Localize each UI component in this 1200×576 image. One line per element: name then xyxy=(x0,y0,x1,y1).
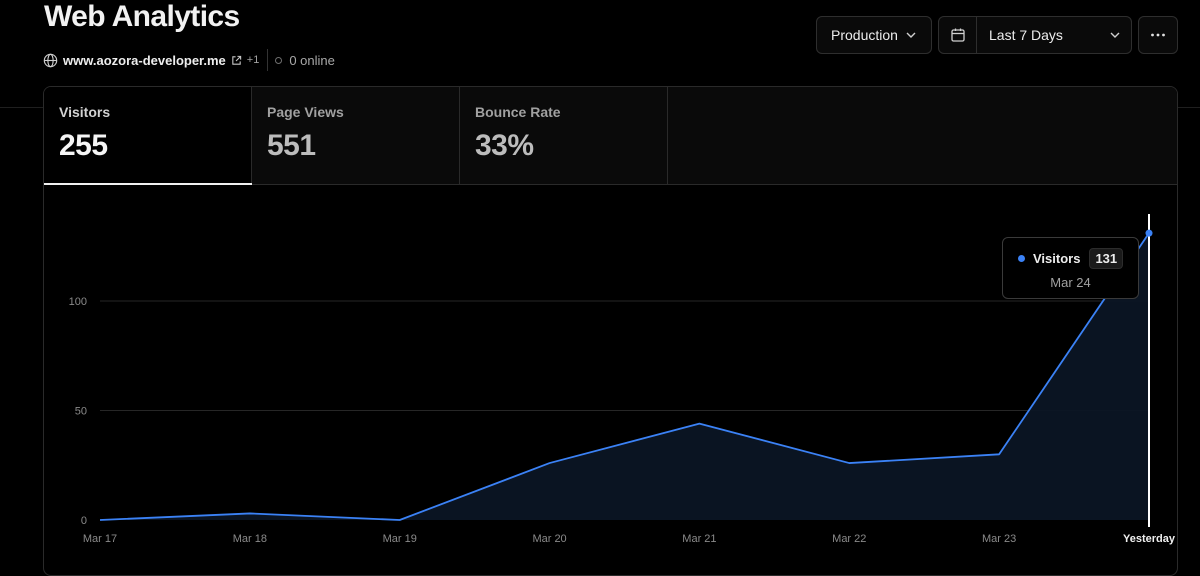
tab-value: 551 xyxy=(267,129,316,162)
chart-tooltip: Visitors 131 Mar 24 xyxy=(1002,237,1139,299)
chevron-down-icon xyxy=(1110,32,1120,38)
online-count: 0 online xyxy=(289,52,335,68)
page-title: Web Analytics xyxy=(44,0,240,33)
y-tick-label: 100 xyxy=(69,296,87,308)
tab-label: Page Views xyxy=(267,104,344,120)
x-tick-label: Mar 20 xyxy=(532,533,566,545)
visitors-chart: 0 50 100 Mar 17 Mar 18 Mar 19 Mar 20 Mar 21 Mar … xyxy=(69,214,1176,545)
environment-label: Production xyxy=(831,27,898,43)
more-options-button[interactable] xyxy=(1138,16,1178,54)
series-line-visitors xyxy=(99,232,1150,521)
tab-value: 255 xyxy=(59,129,108,162)
calendar-button[interactable] xyxy=(939,17,977,53)
date-range-select[interactable]: Last 7 Days xyxy=(938,16,1132,54)
tabs-filler xyxy=(668,87,1177,184)
environment-select[interactable]: Production xyxy=(816,16,932,54)
external-link-icon[interactable] xyxy=(231,55,242,66)
domain-link[interactable]: www.aozora-developer.me xyxy=(63,52,226,68)
x-tick-label: Mar 21 xyxy=(682,533,716,545)
tooltip-series-label: Visitors xyxy=(1033,251,1081,266)
area-fill xyxy=(100,233,1149,521)
x-tick-label: Mar 17 xyxy=(83,533,117,545)
tab-bounce-rate[interactable]: Bounce Rate 33% xyxy=(460,87,668,184)
date-range-label: Last 7 Days xyxy=(989,27,1063,43)
ellipsis-icon xyxy=(1151,33,1165,37)
tab-page-views[interactable]: Page Views 551 xyxy=(252,87,460,184)
y-tick-label: 0 xyxy=(81,515,87,527)
divider xyxy=(267,49,269,71)
y-tick-label: 50 xyxy=(75,406,87,418)
tab-label: Visitors xyxy=(59,104,111,120)
tab-label: Bounce Rate xyxy=(475,104,561,120)
x-tick-label: Mar 23 xyxy=(982,533,1016,545)
x-tick-label: Mar 19 xyxy=(383,533,417,545)
tab-visitors[interactable]: Visitors 255 xyxy=(44,87,252,185)
tooltip-date: Mar 24 xyxy=(1050,275,1091,290)
site-info: www.aozora-developer.me +1 0 online xyxy=(43,49,335,71)
x-tick-label: Mar 18 xyxy=(233,533,267,545)
tooltip-value: 131 xyxy=(1089,248,1124,269)
data-point xyxy=(1145,229,1153,237)
tab-value: 33% xyxy=(475,129,534,162)
calendar-icon xyxy=(950,28,965,42)
globe-icon xyxy=(43,53,58,67)
extra-domains-count[interactable]: +1 xyxy=(246,54,260,66)
x-tick-label: Yesterday xyxy=(1123,533,1176,545)
chevron-down-icon xyxy=(906,32,916,38)
x-tick-label: Mar 22 xyxy=(832,533,866,545)
metric-tabs: Visitors 255 Page Views 551 Bounce Rate … xyxy=(44,87,1177,185)
online-status-dot xyxy=(275,56,283,64)
series-color-dot xyxy=(1018,255,1025,262)
